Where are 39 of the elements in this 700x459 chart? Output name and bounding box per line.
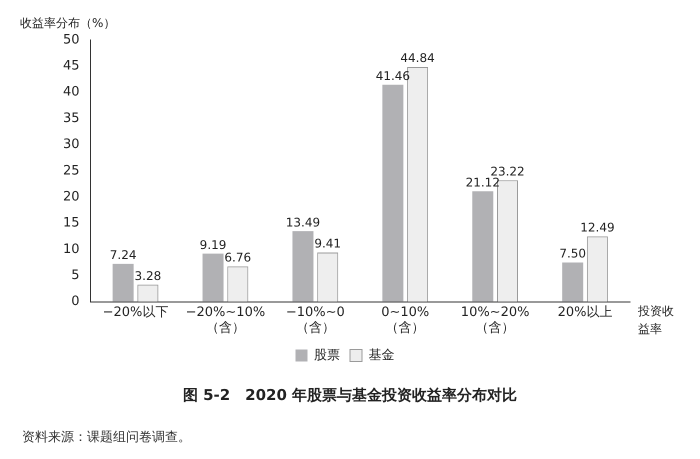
bar bbox=[202, 254, 224, 302]
legend-label: 股票 bbox=[314, 348, 340, 363]
text: 资料来源：课题组问卷调查。 bbox=[22, 429, 191, 446]
data-label: 9.19 bbox=[200, 238, 226, 252]
bar bbox=[292, 231, 314, 302]
x-tick-label: 20%以上 bbox=[558, 304, 612, 320]
x-tick-label: 10%~20% （含） bbox=[460, 304, 530, 336]
y-tick-label: 35 bbox=[62, 110, 80, 126]
data-label: 3.28 bbox=[134, 268, 162, 283]
x-tick-label: 0~10% （含） bbox=[381, 304, 430, 336]
data-label: 13.49 bbox=[286, 215, 320, 230]
y-tick-label: 20 bbox=[62, 189, 80, 204]
y-tick-label: 50 bbox=[62, 32, 80, 48]
data-label: 41.46 bbox=[376, 68, 410, 83]
x-tick-label: −20%~10% （含） bbox=[186, 304, 266, 336]
data-label: 9.41 bbox=[314, 236, 342, 251]
x-tick-label: −20%以下 bbox=[102, 304, 168, 320]
data-label: 6.76 bbox=[224, 250, 252, 265]
y-tick-label: 5 bbox=[71, 268, 80, 283]
data-label: 7.24 bbox=[110, 248, 136, 262]
y-tick-label: 0 bbox=[71, 294, 80, 310]
bar bbox=[562, 262, 584, 302]
y-tick-label: 10 bbox=[62, 242, 80, 257]
y-tick-label: 30 bbox=[62, 137, 80, 152]
y-tick-label: 45 bbox=[62, 58, 80, 74]
data-label: 44.84 bbox=[400, 51, 435, 66]
data-label: 7.50 bbox=[559, 246, 586, 261]
x-tick-label: −10%~0 （含） bbox=[286, 304, 345, 336]
x-axis-title: 投资收益率 bbox=[637, 304, 674, 336]
data-label: 12.49 bbox=[580, 220, 615, 235]
legend-label: 基金 bbox=[368, 348, 394, 363]
bar bbox=[382, 84, 404, 302]
y-tick-label: 40 bbox=[62, 84, 80, 100]
bar bbox=[472, 191, 494, 302]
bar bbox=[112, 264, 134, 302]
y-axis-title: 收益率分布（%） bbox=[20, 16, 116, 30]
y-tick-label: 25 bbox=[62, 163, 80, 178]
y-tick-label: 15 bbox=[62, 216, 80, 231]
text: 图 5-2 2020 年股票与基金投资收益率分布对比 bbox=[182, 386, 518, 405]
